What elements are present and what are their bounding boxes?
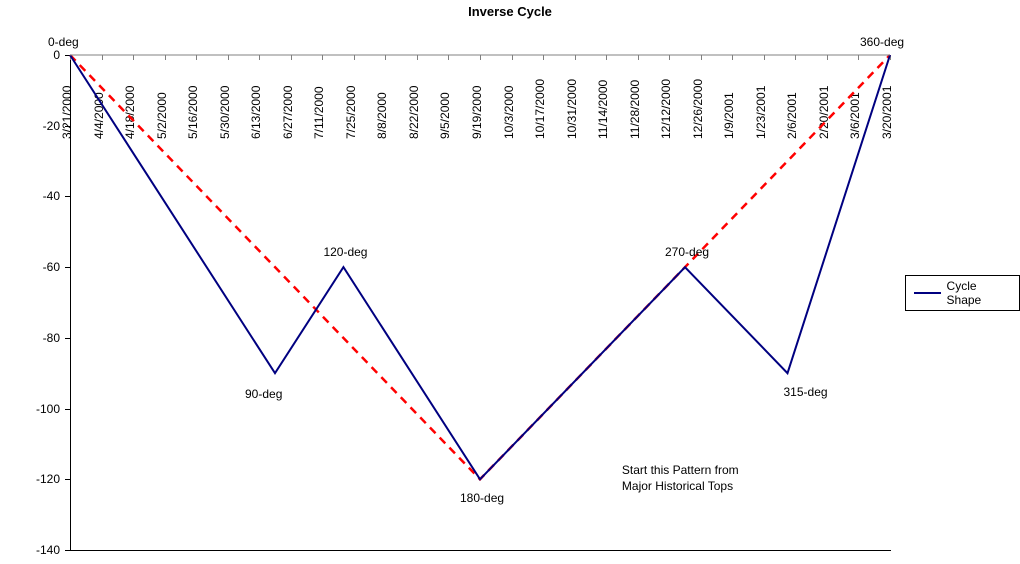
chart-wrapper: Inverse Cycle Cycle Shape Start this Pat… [0,0,1020,564]
data-label: 315-deg [784,385,828,399]
data-label: 90-deg [245,387,282,401]
series-line-cycle-shape [70,55,890,479]
data-label: 180-deg [460,491,504,505]
lines-layer [0,0,1020,564]
data-label: 0-deg [48,35,79,49]
data-label: 120-deg [323,245,367,259]
reference-line [70,55,890,479]
data-label: 270-deg [665,245,709,259]
data-label: 360-deg [860,35,904,49]
